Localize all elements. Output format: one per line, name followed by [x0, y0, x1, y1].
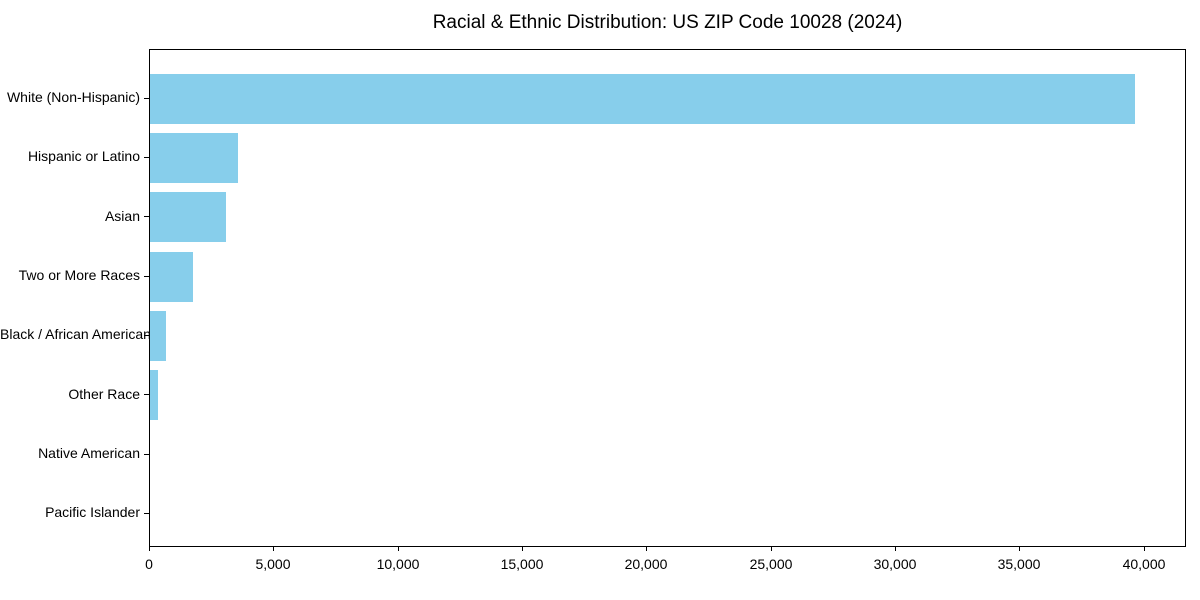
bar	[150, 370, 159, 421]
x-tick-label: 30,000	[873, 556, 917, 572]
y-tick-mark	[144, 216, 149, 217]
x-tick-mark	[522, 547, 523, 551]
bar	[150, 251, 193, 302]
x-tick-mark	[895, 547, 896, 551]
x-tick-mark	[149, 547, 150, 551]
plot-area	[149, 49, 1186, 547]
y-tick-label: Black / African American	[0, 326, 151, 342]
x-tick-label: 15,000	[500, 556, 544, 572]
bar	[150, 310, 167, 361]
x-tick-label: 35,000	[997, 556, 1041, 572]
y-tick-label: Pacific Islander	[45, 504, 140, 520]
bar	[150, 192, 226, 243]
x-tick-label: 0	[145, 556, 153, 572]
y-tick-mark	[144, 98, 149, 99]
y-tick-label: Hispanic or Latino	[27, 148, 140, 164]
y-tick-label: Native American	[38, 445, 140, 461]
bar	[150, 132, 238, 183]
y-tick-label: Other Race	[68, 386, 140, 402]
y-tick-mark	[144, 454, 149, 455]
x-tick-mark	[1144, 547, 1145, 551]
y-tick-mark	[144, 394, 149, 395]
y-tick-label: White (Non-Hispanic)	[6, 89, 140, 105]
x-tick-mark	[273, 547, 274, 551]
y-tick-mark	[144, 157, 149, 158]
y-tick-mark	[144, 513, 149, 514]
bar	[150, 73, 1136, 124]
y-tick-mark	[144, 335, 149, 336]
y-tick-label: Two or More Races	[18, 267, 140, 283]
y-tick-mark	[144, 276, 149, 277]
x-tick-label: 40,000	[1122, 556, 1166, 572]
x-tick-label: 10,000	[376, 556, 420, 572]
x-tick-label: 20,000	[624, 556, 668, 572]
x-tick-label: 25,000	[749, 556, 793, 572]
x-tick-label: 5,000	[255, 556, 291, 572]
y-tick-label: Asian	[104, 208, 140, 224]
x-tick-mark	[646, 547, 647, 551]
x-tick-mark	[398, 547, 399, 551]
chart-title: Racial & Ethnic Distribution: US ZIP Cod…	[432, 12, 903, 33]
x-tick-mark	[771, 547, 772, 551]
x-tick-mark	[1019, 547, 1020, 551]
